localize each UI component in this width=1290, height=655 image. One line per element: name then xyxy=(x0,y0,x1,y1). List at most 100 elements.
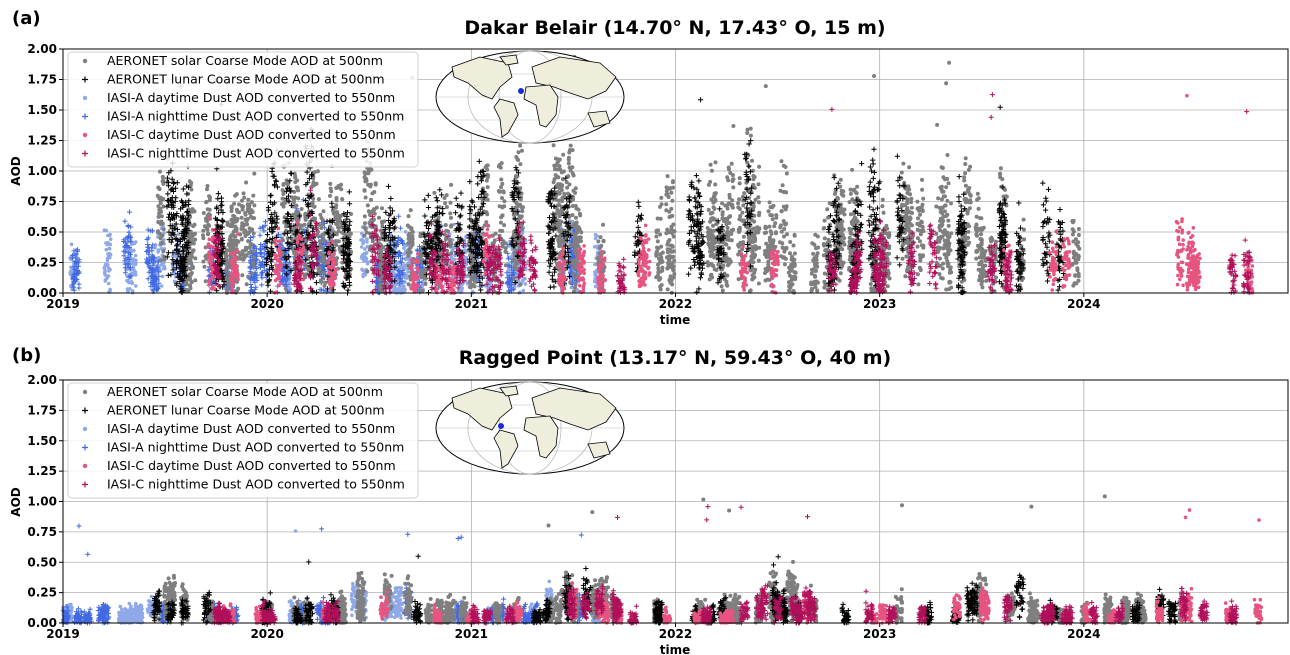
point-dot-aeronet-solar xyxy=(903,274,908,279)
point-dot-aeronet-solar xyxy=(248,241,253,246)
point-dot-aeronet-solar xyxy=(237,210,242,215)
point-dot-aeronet-solar xyxy=(668,186,673,191)
point-dot-aeronet-solar xyxy=(822,236,827,241)
point-dot-aeronet-solar xyxy=(500,181,505,186)
point-dot-aeronet-solar xyxy=(1003,187,1007,192)
point-dot-aeronet-solar xyxy=(737,176,742,181)
point-dot-aeronet-solar xyxy=(158,169,162,174)
point-dot-aeronet-solar xyxy=(763,84,768,89)
point-dot-aeronet-solar xyxy=(446,229,450,234)
point-dot-aeronet-solar xyxy=(246,204,251,209)
point-dot-iasi-a xyxy=(593,236,598,241)
point-dot-iasi-a xyxy=(108,237,113,241)
point-dot-aeronet-solar xyxy=(408,245,413,250)
point-dot-iasi-a xyxy=(365,237,369,241)
point-dot-aeronet-solar xyxy=(312,170,317,175)
point-dot-aeronet-solar xyxy=(998,171,1003,176)
point-dot-aeronet-solar xyxy=(726,263,730,268)
point-plus-iasi-a xyxy=(397,250,403,256)
point-dot-aeronet-solar xyxy=(988,236,993,241)
point-dot-aeronet-solar xyxy=(905,227,910,232)
point-dot-aeronet-solar xyxy=(497,189,502,194)
point-dot-aeronet-solar xyxy=(374,205,379,210)
point-dot-aeronet-solar xyxy=(1070,232,1075,237)
point-dot-aeronet-solar xyxy=(443,201,448,206)
point-dot-aeronet-solar xyxy=(409,226,414,231)
point-dot-aeronet-solar xyxy=(979,237,984,242)
point-dot-aeronet-solar xyxy=(201,259,206,264)
point-dot-aeronet-solar xyxy=(334,203,339,208)
point-plus-iasi-a xyxy=(396,213,402,219)
point-dot-aeronet-solar xyxy=(654,249,659,254)
point-dot-aeronet-solar xyxy=(977,255,982,260)
point-dot-aeronet-solar xyxy=(320,246,325,251)
point-dot-aeronet-solar xyxy=(230,232,235,237)
point-dot-aeronet-solar xyxy=(571,173,576,178)
point-dot-aeronet-solar xyxy=(568,148,572,152)
point-dot-aeronet-solar xyxy=(348,231,353,236)
point-dot-iasi-a xyxy=(108,242,113,247)
point-dot-aeronet-solar xyxy=(822,271,827,276)
point-dot-iasi-a xyxy=(68,269,73,274)
point-dot-aeronet-solar xyxy=(664,202,669,207)
point-dot-aeronet-solar xyxy=(706,207,711,212)
panel-b-ylabel: AOD xyxy=(9,487,23,516)
point-dot-aeronet-solar xyxy=(1075,266,1080,271)
point-dot-aeronet-solar xyxy=(780,245,785,250)
point-dot-aeronet-solar xyxy=(240,273,245,278)
point-dot-aeronet-solar xyxy=(757,245,762,250)
point-dot-aeronet-solar xyxy=(516,150,521,155)
point-dot-aeronet-solar xyxy=(251,260,256,265)
point-dot-aeronet-solar xyxy=(380,221,385,225)
point-dot-iasi-a xyxy=(396,290,401,295)
point-dot-aeronet-solar xyxy=(246,197,251,202)
point-dot-aeronet-solar xyxy=(731,124,736,128)
point-dot-aeronet-solar xyxy=(378,248,383,253)
point-dot-iasi-a xyxy=(107,247,112,251)
point-dot-aeronet-solar xyxy=(915,244,920,249)
point-dot-aeronet-solar xyxy=(566,191,570,196)
point-dot-iasi-a xyxy=(105,242,109,247)
point-dot-aeronet-solar xyxy=(497,163,502,167)
point-dot-aeronet-solar xyxy=(672,258,677,263)
point-dot-iasi-a xyxy=(521,278,525,283)
point-dot-aeronet-solar xyxy=(203,279,208,284)
point-dot-aeronet-solar xyxy=(763,271,767,275)
point-dot-aeronet-solar xyxy=(730,179,735,184)
panel-a-title: Dakar Belair (14.70° N, 17.43° O, 15 m) xyxy=(464,17,885,39)
point-dot-aeronet-solar xyxy=(910,211,914,215)
point-dot-aeronet-solar xyxy=(406,241,411,246)
point-dot-aeronet-solar xyxy=(1076,227,1081,231)
point-dot-aeronet-solar xyxy=(561,152,566,157)
point-dot-iasi-a xyxy=(509,255,514,259)
point-dot-aeronet-solar xyxy=(1022,237,1027,242)
point-dot-aeronet-solar xyxy=(497,233,502,238)
point-dot-aeronet-solar xyxy=(727,246,731,251)
point-dot-aeronet-solar xyxy=(756,281,761,286)
point-dot-aeronet-solar xyxy=(822,243,826,248)
point-dot-aeronet-solar xyxy=(240,207,245,212)
point-dot-aeronet-solar xyxy=(822,285,827,290)
point-dot-aeronet-solar xyxy=(1015,248,1020,253)
panel-a-plot: 0.000.250.500.751.001.251.501.752.002019… xyxy=(27,42,1289,311)
point-dot-aeronet-solar xyxy=(1076,233,1081,237)
point-dot-aeronet-solar xyxy=(727,221,732,225)
panel-b-xlabel: time xyxy=(660,643,691,655)
point-dot-aeronet-solar xyxy=(779,159,784,164)
point-dot-aeronet-solar xyxy=(240,224,244,228)
point-dot-aeronet-solar xyxy=(787,284,792,289)
point-dot-aeronet-solar xyxy=(784,221,789,226)
point-dot-aeronet-solar xyxy=(228,244,233,249)
point-dot-aeronet-solar xyxy=(281,182,286,187)
point-dot-aeronet-solar xyxy=(405,223,410,228)
point-dot-aeronet-solar xyxy=(448,211,453,216)
point-dot-aeronet-solar xyxy=(918,232,923,237)
point-dot-aeronet-solar xyxy=(500,196,504,200)
point-dot-aeronet-solar xyxy=(979,242,984,247)
point-dot-aeronet-solar xyxy=(244,180,249,185)
point-dot-aeronet-solar xyxy=(207,194,212,199)
point-dot-aeronet-solar xyxy=(568,168,573,173)
point-dot-iasi-a xyxy=(398,288,403,292)
point-dot-aeronet-solar xyxy=(557,164,562,169)
point-dot-aeronet-solar xyxy=(320,222,325,227)
